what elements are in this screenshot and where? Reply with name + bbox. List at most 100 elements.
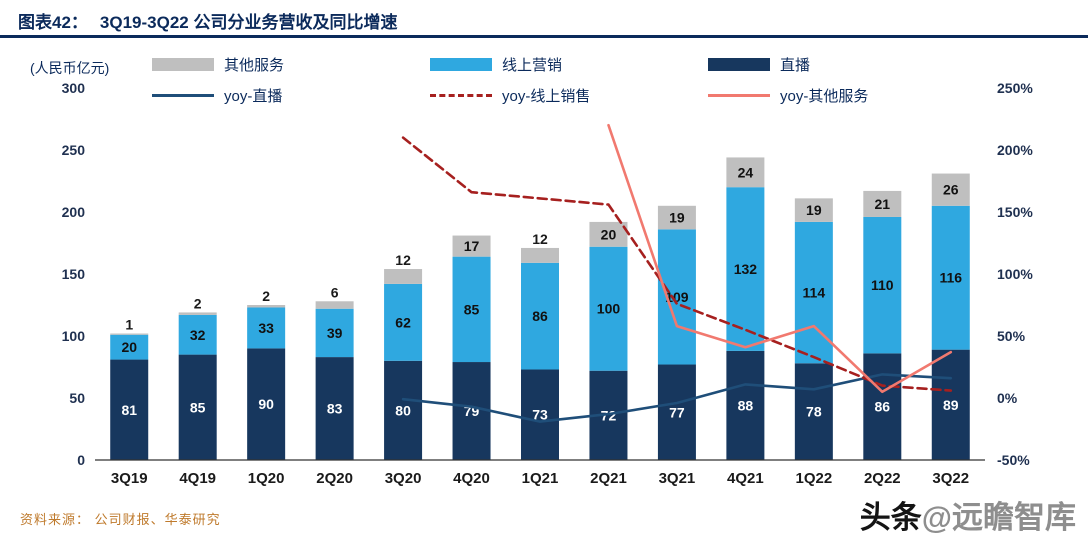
bar-segment [315,301,354,309]
bar-segment [931,173,970,206]
legend-swatch-online-marketing [430,58,492,71]
bar-value-label: 81 [121,402,137,418]
legend-line-yoy-livestream [152,94,214,97]
x-axis-label: 3Q20 [385,470,422,487]
watermark: 头条@远瞻智库 [860,492,1076,537]
legend-item-yoy-online-sales: yoy-线上销售 [430,85,708,106]
bar-value-label: 88 [738,397,754,413]
legend-swatch-other-services [152,58,214,71]
legend-item-other-services: 其他服务 [152,54,430,75]
x-axis-label: 1Q22 [795,470,832,487]
x-axis-label: 2Q20 [316,470,353,487]
bar-value-label: 32 [190,327,206,343]
legend-label-yoy-other-services: yoy-其他服务 [780,88,869,105]
legend: 其他服务 线上营销 直播 yoy-直播 yoy-线上销售 yoy-其他 [152,54,986,106]
bar-segment [384,269,423,284]
bar-segment [452,235,491,257]
legend-label-other-services: 其他服务 [224,57,285,74]
bar-value-label: 78 [806,404,822,420]
watermark-handle: @远瞻智库 [921,500,1076,535]
bar-segment [110,334,149,360]
figure-title-text: 3Q19-3Q22 公司分业务营收及同比增速 [99,13,398,32]
bar-segment [521,262,559,370]
legend-line-yoy-other-services [708,94,770,97]
bar-segment [589,246,628,371]
bar-segment [452,256,491,363]
right-axis-tick: 150% [997,204,1033,220]
x-axis-label: 4Q19 [179,470,216,487]
right-axis-tick: -50% [997,452,1030,468]
bar-segment [521,369,559,460]
x-axis-label: 1Q20 [248,470,285,487]
bar-segment [726,157,765,188]
chart-plot: 0 50 100 150 200 250 300 -50% 0% 50% 100% 150% 200% 2… [62,80,1034,487]
bar-value-label: 80 [395,402,411,418]
bar-segment [247,348,286,460]
bar-segment [452,362,491,460]
bar-value-label: 114 [803,285,826,301]
bar-value-label: 26 [943,182,959,198]
legend-row-bars: 其他服务 线上营销 直播 [152,54,986,75]
bar-value-label: 100 [597,301,621,317]
bar-value-label: 86 [875,399,891,415]
yoy-line-yoy-线上销售 [401,136,953,392]
x-axis-label: 3Q19 [111,470,148,487]
legend-label-yoy-livestream: yoy-直播 [224,88,283,105]
right-axis-tick: 200% [997,142,1033,158]
figure-title: 图表42： 3Q19-3Q22 公司分业务营收及同比增速 [18,8,397,33]
bar-value-label: 77 [669,404,685,420]
bar-segment [178,354,217,460]
bar-segment [178,312,217,315]
bar-segment [315,357,354,460]
right-axis-tick: 250% [997,80,1033,96]
x-axis-label: 4Q20 [453,470,490,487]
legend-item-yoy-other-services: yoy-其他服务 [708,85,986,106]
bar-value-label: 86 [532,308,548,324]
yoy-line-yoy-其他服务 [607,123,953,394]
legend-label-yoy-online-sales: yoy-线上销售 [502,88,591,105]
left-axis-tick: 150 [62,266,86,282]
bar-segment [726,350,765,460]
x-axis-label: 4Q21 [727,470,764,487]
bar-segment [247,305,286,308]
x-axis-label: 2Q21 [590,470,627,487]
bar-value-label: 85 [464,301,480,317]
legend-item-online-marketing: 线上营销 [430,54,708,75]
bar-segment [794,363,833,460]
left-axis-tick: 0 [77,452,85,468]
bar-segment [863,216,902,354]
legend-item-yoy-livestream: yoy-直播 [152,85,430,106]
bar-value-label: 20 [121,339,137,355]
left-axis-tick: 250 [62,142,86,158]
bar-value-label: 6 [331,284,339,300]
bar-value-label: 83 [327,401,343,417]
bar-value-label: 62 [395,314,411,330]
bar-segment [657,364,696,460]
bar-segment [931,349,970,460]
right-axis-tick: 0% [997,390,1018,406]
bar-value-label: 33 [258,320,274,336]
right-axis-tick: 100% [997,266,1033,282]
x-axis-label: 1Q21 [522,470,559,487]
watermark-brand: 头条 [859,500,922,535]
bar-segment [794,198,833,222]
bar-value-label: 132 [734,261,758,277]
bar-segment [178,314,217,355]
bar-segment [384,283,423,361]
legend-row-lines: yoy-直播 yoy-线上销售 yoy-其他服务 [152,85,986,106]
figure-number: 图表42： [18,13,88,32]
bar-value-label: 73 [532,407,548,423]
bar-segment [110,359,149,460]
bar-segment [589,221,628,247]
bar-segment [657,205,696,230]
bar-value-label: 21 [875,196,891,212]
bar-value-label: 12 [395,252,411,268]
bar-value-label: 19 [669,210,685,226]
legend-line-yoy-online-sales [430,94,492,97]
bar-segment [726,187,765,351]
bar-value-label: 39 [327,325,343,341]
legend-label-livestream: 直播 [780,57,811,74]
bar-value-label: 2 [194,295,202,311]
bar-segment [863,353,902,460]
